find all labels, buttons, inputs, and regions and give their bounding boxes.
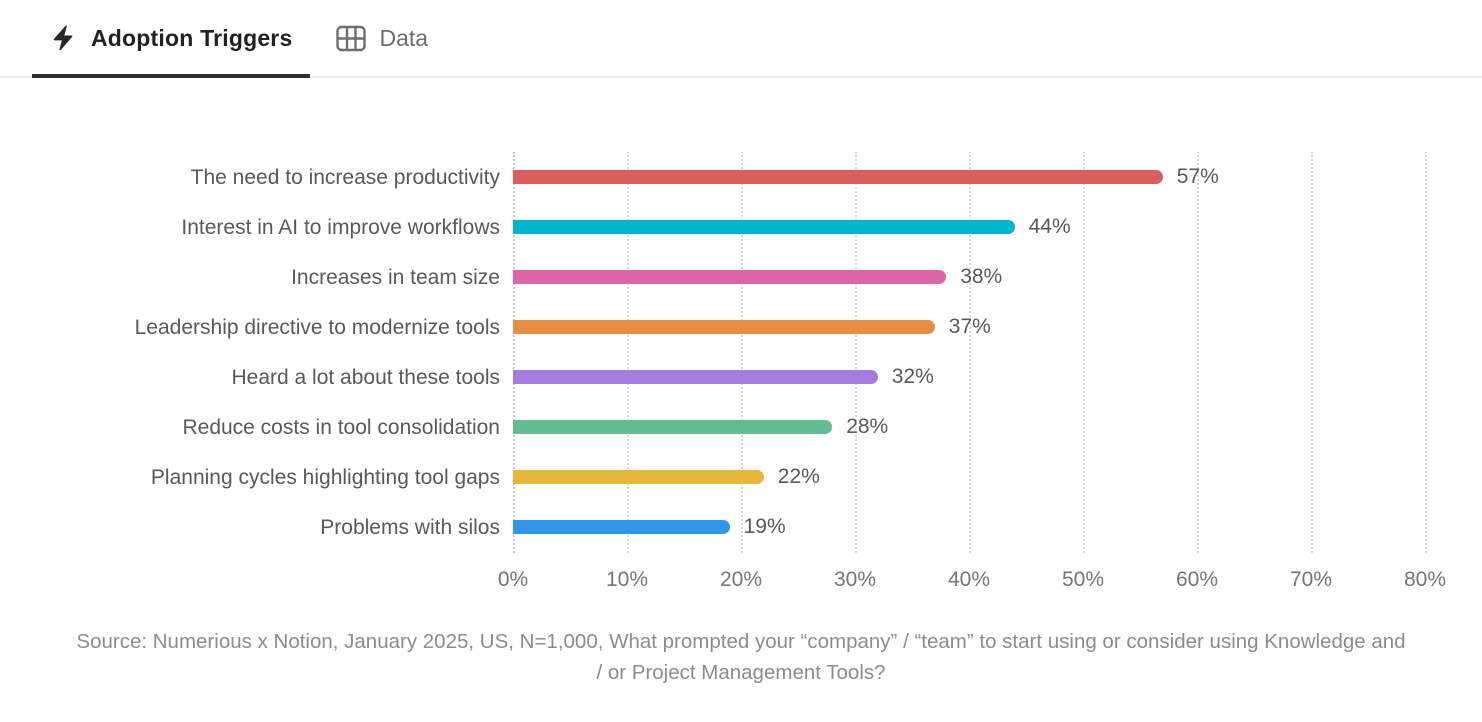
x-tick-label: 50% [1061,568,1105,591]
gridline [969,152,971,553]
gridline [1083,152,1085,553]
bar[interactable] [513,170,1163,184]
bar[interactable] [513,470,764,484]
bar-value-label: 22% [777,465,820,488]
tab-label: Data [379,24,429,51]
plot-area: 57% 44% 38% 37% 32% 28% 22% 19% [513,152,1482,553]
gridline [627,152,629,553]
lightning-bolt-icon [50,23,78,53]
tab-label: Adoption Triggers [91,24,293,51]
x-axis: 0% 10% 20% 30% 40% 50% 60% 70% 80% [498,568,1482,598]
bar-value-label: 19% [743,515,786,538]
bar[interactable] [513,420,833,434]
x-tick-label: 70% [1289,568,1333,591]
bar[interactable] [513,370,878,384]
bar[interactable] [513,220,1015,234]
bar[interactable] [513,320,935,334]
bar-row: 37% [513,302,1482,352]
category-label: Planning cycles highlighting tool gaps [150,466,500,489]
bar-row: 38% [513,252,1482,302]
bar-row: 44% [513,202,1482,252]
bar-row: 19% [513,502,1482,552]
bar-chart: The need to increase productivity Interes… [0,80,1482,600]
category-label: Problems with silos [320,516,500,539]
tab-adoption-triggers[interactable]: Adoption Triggers [32,0,311,78]
category-label: Interest in AI to improve workflows [181,216,500,239]
x-tick-label: 60% [1175,568,1219,591]
gridline [741,152,743,553]
bar-row: 28% [513,402,1482,452]
bar-value-label: 57% [1176,165,1219,188]
bar-value-label: 44% [1028,215,1071,238]
gridline [1425,152,1427,553]
x-tick-label: 30% [833,568,877,591]
x-tick-label: 10% [605,568,649,591]
category-label: Reduce costs in tool consolidation [182,416,500,439]
gridline [1197,152,1199,553]
category-label: The need to increase productivity [190,166,500,189]
bar[interactable] [513,520,730,534]
x-tick-label: 20% [719,568,763,591]
category-labels: The need to increase productivity Interes… [0,153,500,553]
bar[interactable] [513,270,947,284]
category-label: Increases in team size [291,266,500,289]
gridline [855,152,857,553]
x-tick-label: 40% [947,568,991,591]
bar-row: 32% [513,352,1482,402]
gridline [1311,152,1313,553]
category-label: Leadership directive to modernize tools [134,316,500,339]
x-tick-label: 0% [497,568,529,591]
bar-value-label: 37% [948,315,991,338]
tab-data[interactable]: Data [318,0,446,76]
footer: Source: Numerious x Notion, January 2025… [0,626,1482,688]
table-icon [336,25,367,52]
x-tick-label: 80% [1403,568,1447,591]
gridline [513,152,515,553]
bar-value-label: 32% [891,365,934,388]
bar-row: 57% [513,152,1482,202]
category-label: Heard a lot about these tools [231,366,500,389]
bar-value-label: 38% [960,265,1003,288]
source-note: Source: Numerious x Notion, January 2025… [76,630,1406,684]
bar-row: 22% [513,452,1482,502]
bar-value-label: 28% [846,415,889,438]
tab-bar: Adoption Triggers Data [0,0,1482,78]
